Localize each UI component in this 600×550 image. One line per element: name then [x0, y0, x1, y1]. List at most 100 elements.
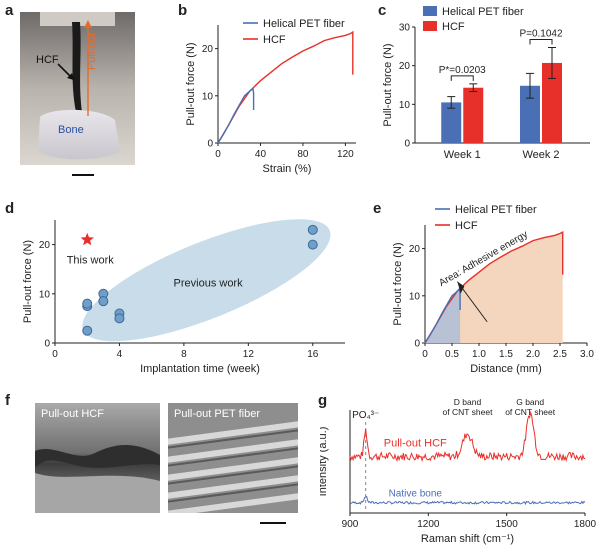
sem-pet-label: Pull-out PET fiber	[174, 408, 261, 420]
e-x-tick-label: 3.0	[580, 349, 594, 360]
panel-f-sem-pet: Pull-out PET fiber	[168, 403, 298, 513]
d-y-axis-label: Pull-out force (N)	[22, 240, 34, 323]
b-legend-label: HCF	[263, 34, 286, 46]
e-y-tick-label: 10	[409, 291, 421, 302]
chart-e: 0 0.5 1.0 1.5 2.0 2.5 3.0 0 10 20 Distance (mm) Pul…	[392, 205, 594, 375]
g-x-tick-label: 1200	[417, 519, 440, 530]
scale-bar-f	[260, 522, 286, 524]
c-legend-label: Helical PET fiber	[442, 6, 524, 18]
e-series-pet	[424, 287, 461, 344]
e-x-tick-label: 0	[422, 349, 428, 360]
c-y-axis-label: Pull-out force (N)	[382, 43, 394, 126]
e-x-tick-label: 2.0	[526, 349, 540, 360]
panel-label-d: d	[5, 200, 15, 217]
b-y-tick-label: 10	[202, 91, 214, 102]
b-x-tick-label: 0	[215, 149, 221, 160]
panel-label-b: b	[178, 2, 188, 19]
b-y-tick-label: 0	[207, 139, 213, 150]
c-p-value: P*=0.0203	[439, 65, 486, 76]
e-y-tick-label: 20	[409, 244, 421, 255]
scale-bar-a	[72, 174, 94, 176]
g-series-bone-label: Native bone	[389, 489, 443, 500]
c-category-label: Week 1	[444, 149, 481, 161]
c-y-tick-label: 10	[399, 100, 411, 111]
d-y-tick-label: 10	[39, 289, 51, 300]
c-category-label: Week 2	[522, 149, 559, 161]
panel-a-photo: HCF Pull-out Bone	[20, 12, 135, 165]
g-x-axis-label: Raman shift (cm⁻¹)	[421, 533, 514, 545]
g-annotation-d-band-line: D band	[454, 397, 482, 407]
g-series-hcf	[349, 410, 585, 463]
g-annotation-d-band-line: of CNT sheet	[443, 407, 494, 417]
c-bar	[542, 62, 562, 143]
d-x-tick-label: 4	[117, 349, 123, 360]
sem-hcf-label: Pull-out HCF	[41, 408, 104, 420]
d-point	[307, 239, 318, 250]
b-x-tick-label: 40	[255, 149, 267, 160]
g-annotation-g-band: G band of CNT sheet	[505, 397, 556, 417]
e-x-tick-label: 0.5	[445, 349, 459, 360]
e-series-hcf	[424, 230, 564, 344]
c-legend-swatch	[423, 6, 437, 16]
pullout-arrow-icon	[84, 20, 92, 116]
d-x-tick-label: 0	[52, 349, 58, 360]
b-series-pet	[217, 87, 255, 144]
d-point	[82, 298, 93, 309]
chart-c: 0 10 20 30 Pull-out force (N) Week 1 P*=0.020…	[382, 6, 590, 161]
e-x-tick-label: 1.0	[472, 349, 486, 360]
d-point	[114, 313, 125, 324]
b-y-axis-label: Pull-out force (N)	[185, 42, 197, 125]
g-annotation-po4: PO₄³⁻	[352, 410, 379, 421]
c-y-tick-label: 20	[399, 61, 411, 72]
d-x-tick-label: 12	[243, 349, 255, 360]
b-series-hcf	[217, 30, 354, 144]
hcf-label: HCF	[36, 54, 59, 66]
g-annotation-d-band: D band of CNT sheet	[443, 397, 494, 417]
panel-label-a: a	[5, 2, 14, 19]
c-p-value: P=0.1042	[519, 28, 563, 39]
c-sig-bracket	[450, 75, 474, 81]
d-previous-work-label: Previous work	[174, 277, 244, 289]
d-x-tick-label: 16	[307, 349, 319, 360]
c-bar	[463, 87, 484, 143]
d-y-tick-label: 20	[39, 240, 51, 251]
g-annotation-g-band-line: G band	[516, 397, 544, 407]
e-y-axis-label: Pull-out force (N)	[392, 242, 404, 325]
d-this-work-star	[80, 232, 94, 246]
panel-label-f: f	[5, 392, 10, 409]
c-y-tick-label: 0	[404, 139, 410, 150]
c-y-tick-label: 30	[399, 23, 411, 34]
panel-label-g: g	[318, 392, 328, 409]
e-annotation-arrow-icon	[457, 281, 465, 294]
b-x-axis-label: Strain (%)	[263, 163, 312, 175]
d-point	[82, 325, 93, 336]
hcf-arrow-icon	[57, 63, 75, 81]
panel-label-e: e	[373, 200, 382, 217]
b-legend-label: Helical PET fiber	[263, 18, 345, 30]
e-y-tick-label: 0	[414, 339, 420, 350]
b-y-tick-label: 20	[202, 44, 214, 55]
d-this-work-label: This work	[67, 255, 115, 267]
chart-b: 0 40 80 120 0 10 20 Strain (%) Pull-out force (N…	[185, 18, 356, 175]
g-y-axis-label: Intensity (a.u.)	[320, 427, 329, 497]
c-sig-bracket	[529, 38, 553, 45]
d-point	[98, 296, 109, 307]
g-annotation-g-band-line: of CNT sheet	[505, 407, 556, 417]
d-x-axis-label: Implantation time (week)	[140, 363, 260, 375]
d-x-tick-label: 8	[181, 349, 187, 360]
g-x-tick-label: 1500	[496, 519, 519, 530]
g-x-tick-label: 900	[342, 519, 359, 530]
c-legend-swatch	[423, 21, 437, 31]
c-bar	[520, 85, 540, 143]
d-y-tick-label: 0	[44, 339, 50, 350]
d-previous-work-region	[82, 219, 331, 342]
b-x-tick-label: 120	[337, 149, 354, 160]
panel-f-sem-hcf: Pull-out HCF	[35, 403, 160, 513]
chart-g: 900 1200 1500 1800 Raman shift (cm⁻¹) Intensi…	[320, 397, 597, 545]
b-x-tick-label: 80	[297, 149, 309, 160]
e-x-axis-label: Distance (mm)	[470, 363, 542, 375]
e-x-tick-label: 2.5	[553, 349, 567, 360]
c-legend-label: HCF	[442, 21, 465, 33]
e-legend-label: HCF	[455, 220, 478, 232]
d-point	[307, 224, 318, 235]
